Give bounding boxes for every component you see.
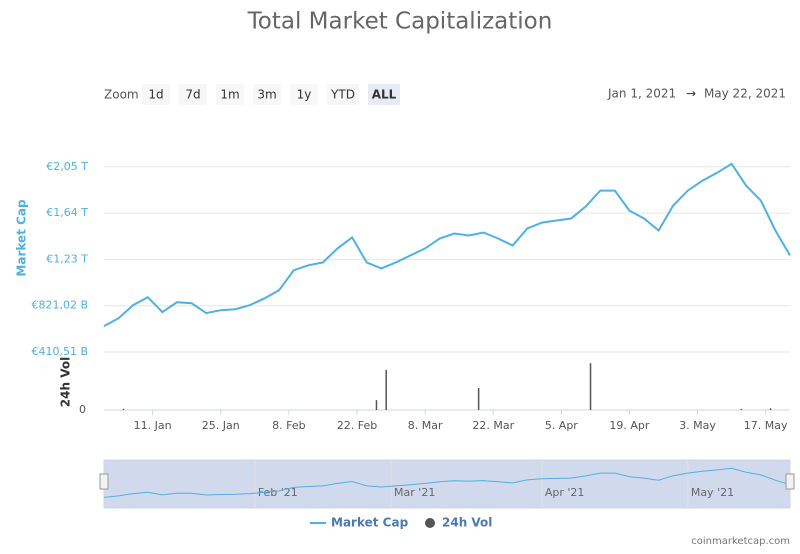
legend-label[interactable]: 24h Vol	[442, 516, 492, 530]
zoom-button-bg[interactable]	[179, 84, 207, 105]
navigator-handle[interactable]	[99, 473, 109, 490]
zoom-button[interactable]: 3m	[257, 88, 276, 102]
navigator-handle[interactable]	[785, 473, 795, 490]
y-tick-label: €1,23 T	[46, 252, 88, 265]
volume-bar	[589, 363, 592, 410]
zoom-button[interactable]: 1y	[297, 88, 312, 102]
x-tick-label: 17. May	[744, 419, 788, 432]
zoom-button-bg[interactable]	[142, 84, 170, 105]
volume-bar	[740, 408, 743, 410]
y-tick-label: €1,64 T	[46, 206, 88, 219]
x-tick-label: 3. May	[679, 419, 716, 432]
zoom-button-bg[interactable]	[327, 84, 359, 105]
range-to: May 22, 2021	[704, 87, 786, 101]
market-cap-line	[103, 162, 791, 327]
chart-title: Total Market Capitalization	[247, 9, 553, 35]
volume-bar	[375, 400, 378, 410]
x-tick-label: 22. Feb	[337, 419, 377, 432]
x-tick-label: 22. Mar	[472, 419, 514, 432]
navigator-label: May '21	[691, 486, 734, 499]
zoom-button-bg[interactable]	[253, 84, 281, 105]
volume-bar	[769, 408, 772, 410]
legend-dot[interactable]	[425, 518, 435, 528]
y2-axis-title: 24h Vol	[59, 357, 73, 407]
zoom-label: Zoom	[104, 88, 139, 102]
range-arrow: →	[686, 87, 696, 101]
navigator-line	[103, 467, 791, 498]
legend-label[interactable]: Market Cap	[331, 516, 409, 530]
x-tick-label: 11. Jan	[134, 419, 172, 432]
zoom-button-bg[interactable]	[290, 84, 318, 105]
x-tick-label: 19. Apr	[609, 419, 649, 432]
navigator-label: Mar '21	[394, 486, 435, 499]
volume-bar	[122, 408, 125, 410]
zoom-button-bg[interactable]	[368, 84, 400, 105]
zoom-button[interactable]: 1d	[148, 88, 163, 102]
y-tick-label: €821,02 B	[31, 299, 88, 312]
x-tick-label: 8. Mar	[408, 419, 443, 432]
navigator-label: Apr '21	[545, 486, 585, 499]
zoom-button[interactable]: ALL	[372, 88, 397, 102]
x-tick-label: 8. Feb	[272, 419, 305, 432]
x-tick-label: 5. Apr	[545, 419, 578, 432]
y-axis-title: Market Cap	[15, 199, 29, 277]
navigator-mask	[103, 459, 791, 509]
x-tick-label: 25. Jan	[202, 419, 240, 432]
zoom-button-bg[interactable]	[216, 84, 244, 105]
y-tick-label: €410,51 B	[31, 345, 88, 358]
credit: coinmarketcap.com	[691, 536, 790, 547]
zoom-button[interactable]: 1m	[220, 88, 239, 102]
zoom-button[interactable]: YTD	[330, 88, 355, 102]
y2-tick-label: 0	[79, 403, 86, 416]
zoom-button[interactable]: 7d	[185, 88, 200, 102]
volume-bar	[385, 369, 387, 410]
y-tick-label: €2,05 T	[46, 160, 88, 173]
volume-bar	[477, 388, 480, 410]
range-from: Jan 1, 2021	[607, 87, 676, 101]
